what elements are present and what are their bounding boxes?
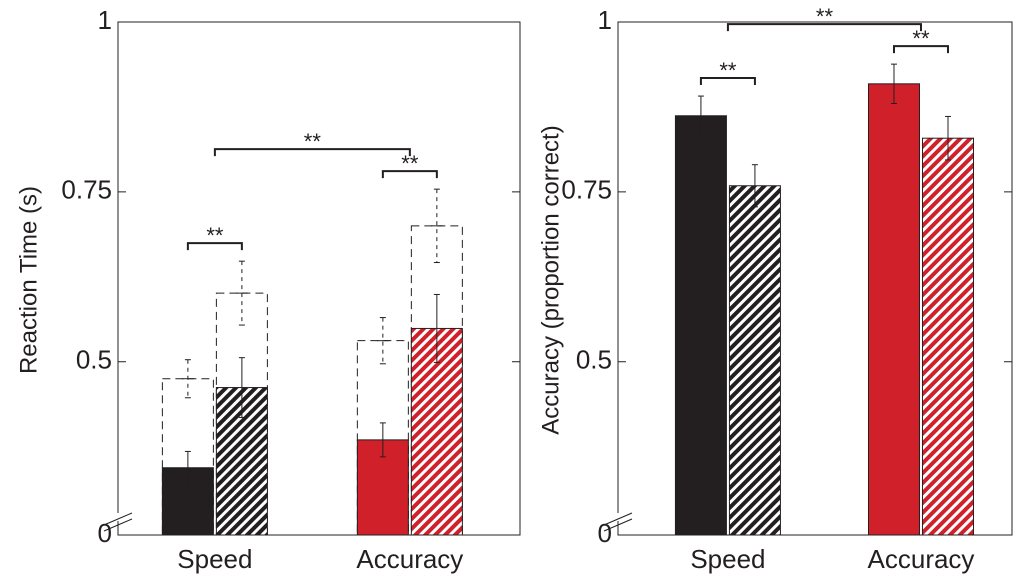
bar xyxy=(356,340,409,536)
bar xyxy=(921,137,974,536)
y-tick-label: 1 xyxy=(598,5,612,35)
axis-break-gap xyxy=(615,513,621,521)
y-tick-label: 0.75 xyxy=(61,175,112,205)
significance-label: ** xyxy=(816,4,834,29)
significance-bracket xyxy=(381,170,438,179)
axis-break xyxy=(103,512,133,526)
significance-bracket xyxy=(699,77,756,86)
x-tick-label: Speed xyxy=(690,544,765,574)
bar xyxy=(867,83,920,536)
y-tick-label: 1 xyxy=(98,5,112,35)
y-tick-label: 0.5 xyxy=(76,345,112,375)
bar xyxy=(728,185,781,536)
y-tick-label: 0 xyxy=(98,518,112,548)
axis-break-gap xyxy=(115,513,121,521)
plot-frame xyxy=(617,21,1013,536)
axis-break xyxy=(603,512,633,526)
plot-frame xyxy=(117,21,521,536)
y-tick-label: 0 xyxy=(598,518,612,548)
y-axis-label: Accuracy (proportion correct) xyxy=(537,125,564,434)
significance-label: ** xyxy=(206,223,224,248)
x-tick-label: Speed xyxy=(177,544,252,574)
significance-bracket xyxy=(726,23,922,32)
x-tick-label: Accuracy xyxy=(356,544,463,574)
y-axis-label: Reaction Time (s) xyxy=(15,186,42,374)
y-tick-label: 0.5 xyxy=(576,345,612,375)
bar xyxy=(674,115,727,536)
significance-label: ** xyxy=(912,26,930,51)
axis-break xyxy=(603,518,633,532)
significance-bracket xyxy=(892,45,949,54)
y-tick-label: 0.75 xyxy=(561,175,612,205)
significance-label: ** xyxy=(304,129,322,154)
x-tick-label: Accuracy xyxy=(868,544,975,574)
axis-break xyxy=(103,518,133,532)
significance-label: ** xyxy=(401,151,419,176)
significance-bracket xyxy=(213,148,411,157)
significance-bracket xyxy=(186,242,243,251)
significance-label: ** xyxy=(719,58,737,83)
